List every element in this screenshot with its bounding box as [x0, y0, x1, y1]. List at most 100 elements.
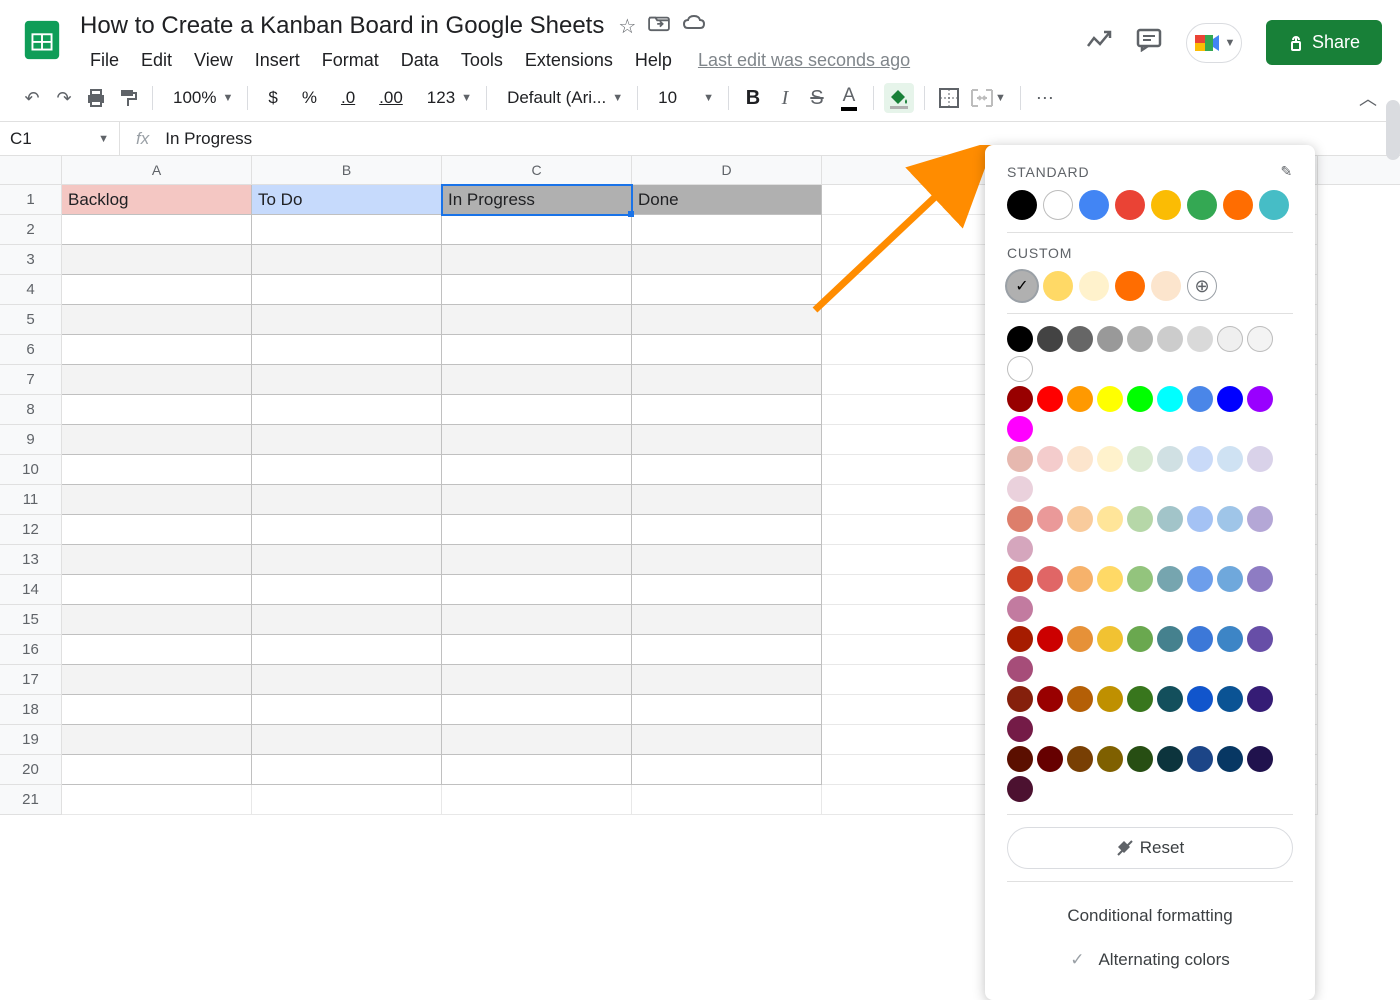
row-header[interactable]: 19: [0, 725, 62, 755]
color-swatch[interactable]: [1115, 271, 1145, 301]
cell[interactable]: [632, 335, 822, 365]
color-swatch[interactable]: [1097, 506, 1123, 532]
row-header[interactable]: 16: [0, 635, 62, 665]
color-swatch[interactable]: [1007, 536, 1033, 562]
cell[interactable]: [632, 425, 822, 455]
cell[interactable]: [442, 575, 632, 605]
color-swatch[interactable]: [1007, 656, 1033, 682]
cell[interactable]: [632, 395, 822, 425]
row-header[interactable]: 1: [0, 185, 62, 215]
color-swatch[interactable]: [1157, 626, 1183, 652]
color-swatch[interactable]: [1079, 190, 1109, 220]
color-swatch[interactable]: [1007, 190, 1037, 220]
color-swatch[interactable]: [1187, 686, 1213, 712]
color-swatch[interactable]: [1097, 386, 1123, 412]
conditional-formatting-link[interactable]: Conditional formatting: [1007, 894, 1293, 938]
cell[interactable]: [252, 425, 442, 455]
color-swatch[interactable]: [1187, 446, 1213, 472]
color-swatch[interactable]: [1037, 446, 1063, 472]
color-swatch[interactable]: [1247, 626, 1273, 652]
color-swatch[interactable]: [1067, 626, 1093, 652]
cell[interactable]: [62, 725, 252, 755]
column-header[interactable]: A: [62, 156, 252, 184]
color-swatch[interactable]: [1247, 686, 1273, 712]
cell[interactable]: [252, 605, 442, 635]
color-swatch[interactable]: [1067, 326, 1093, 352]
cell[interactable]: [62, 695, 252, 725]
color-swatch[interactable]: [1187, 746, 1213, 772]
color-swatch[interactable]: [1037, 746, 1063, 772]
cell[interactable]: [632, 755, 822, 785]
color-swatch[interactable]: [1187, 626, 1213, 652]
color-swatch[interactable]: [1079, 271, 1109, 301]
color-swatch[interactable]: [1157, 686, 1183, 712]
cell[interactable]: [62, 635, 252, 665]
alternating-colors-link[interactable]: ✓Alternating colors: [1007, 938, 1293, 982]
cell[interactable]: [252, 575, 442, 605]
cell[interactable]: [62, 605, 252, 635]
cell[interactable]: [62, 215, 252, 245]
decrease-decimal-button[interactable]: .0: [331, 83, 365, 113]
document-title[interactable]: How to Create a Kanban Board in Google S…: [80, 10, 604, 42]
cell[interactable]: [632, 575, 822, 605]
color-swatch[interactable]: [1247, 446, 1273, 472]
cell[interactable]: [632, 365, 822, 395]
cell[interactable]: [252, 455, 442, 485]
color-swatch[interactable]: [1007, 776, 1033, 802]
row-header[interactable]: 9: [0, 425, 62, 455]
cell[interactable]: [252, 635, 442, 665]
color-swatch[interactable]: [1187, 190, 1217, 220]
color-swatch[interactable]: [1127, 326, 1153, 352]
star-icon[interactable]: ☆: [618, 14, 636, 39]
cell[interactable]: [252, 545, 442, 575]
menu-insert[interactable]: Insert: [245, 46, 310, 75]
cell[interactable]: [442, 725, 632, 755]
undo-button[interactable]: ↶: [18, 83, 46, 113]
cell[interactable]: [252, 335, 442, 365]
row-header[interactable]: 8: [0, 395, 62, 425]
more-button[interactable]: ⋯: [1031, 83, 1059, 113]
cell[interactable]: [442, 215, 632, 245]
cell[interactable]: [62, 785, 252, 815]
color-swatch[interactable]: [1097, 446, 1123, 472]
cloud-status-icon[interactable]: [682, 14, 706, 39]
color-swatch[interactable]: ✓: [1007, 271, 1037, 301]
color-swatch[interactable]: [1217, 446, 1243, 472]
cell[interactable]: Done: [632, 185, 822, 215]
row-header[interactable]: 14: [0, 575, 62, 605]
row-header[interactable]: 20: [0, 755, 62, 785]
color-swatch[interactable]: [1247, 386, 1273, 412]
row-header[interactable]: 4: [0, 275, 62, 305]
color-swatch[interactable]: [1217, 626, 1243, 652]
font-select[interactable]: Default (Ari...▼: [497, 83, 627, 113]
currency-button[interactable]: $: [258, 83, 287, 113]
color-swatch[interactable]: [1007, 746, 1033, 772]
cell[interactable]: [632, 215, 822, 245]
color-swatch[interactable]: [1067, 686, 1093, 712]
cell[interactable]: [442, 365, 632, 395]
cell[interactable]: [252, 215, 442, 245]
cell[interactable]: [442, 455, 632, 485]
merge-button[interactable]: ▼: [967, 83, 1010, 113]
color-swatch[interactable]: [1127, 506, 1153, 532]
color-swatch[interactable]: [1097, 626, 1123, 652]
color-swatch[interactable]: [1247, 566, 1273, 592]
share-button[interactable]: Share: [1266, 20, 1382, 65]
color-swatch[interactable]: [1007, 566, 1033, 592]
cell[interactable]: [62, 275, 252, 305]
row-header[interactable]: 13: [0, 545, 62, 575]
cell[interactable]: [62, 485, 252, 515]
color-swatch[interactable]: [1097, 326, 1123, 352]
cell[interactable]: [632, 725, 822, 755]
activity-icon[interactable]: [1086, 30, 1112, 55]
cell[interactable]: [442, 395, 632, 425]
print-button[interactable]: [82, 83, 110, 113]
comments-icon[interactable]: [1136, 28, 1162, 57]
cell[interactable]: [62, 545, 252, 575]
row-header[interactable]: 18: [0, 695, 62, 725]
color-swatch[interactable]: [1247, 746, 1273, 772]
name-box[interactable]: C1▼: [0, 122, 120, 155]
cell[interactable]: [442, 755, 632, 785]
cell[interactable]: [442, 515, 632, 545]
strikethrough-button[interactable]: S: [803, 83, 831, 113]
